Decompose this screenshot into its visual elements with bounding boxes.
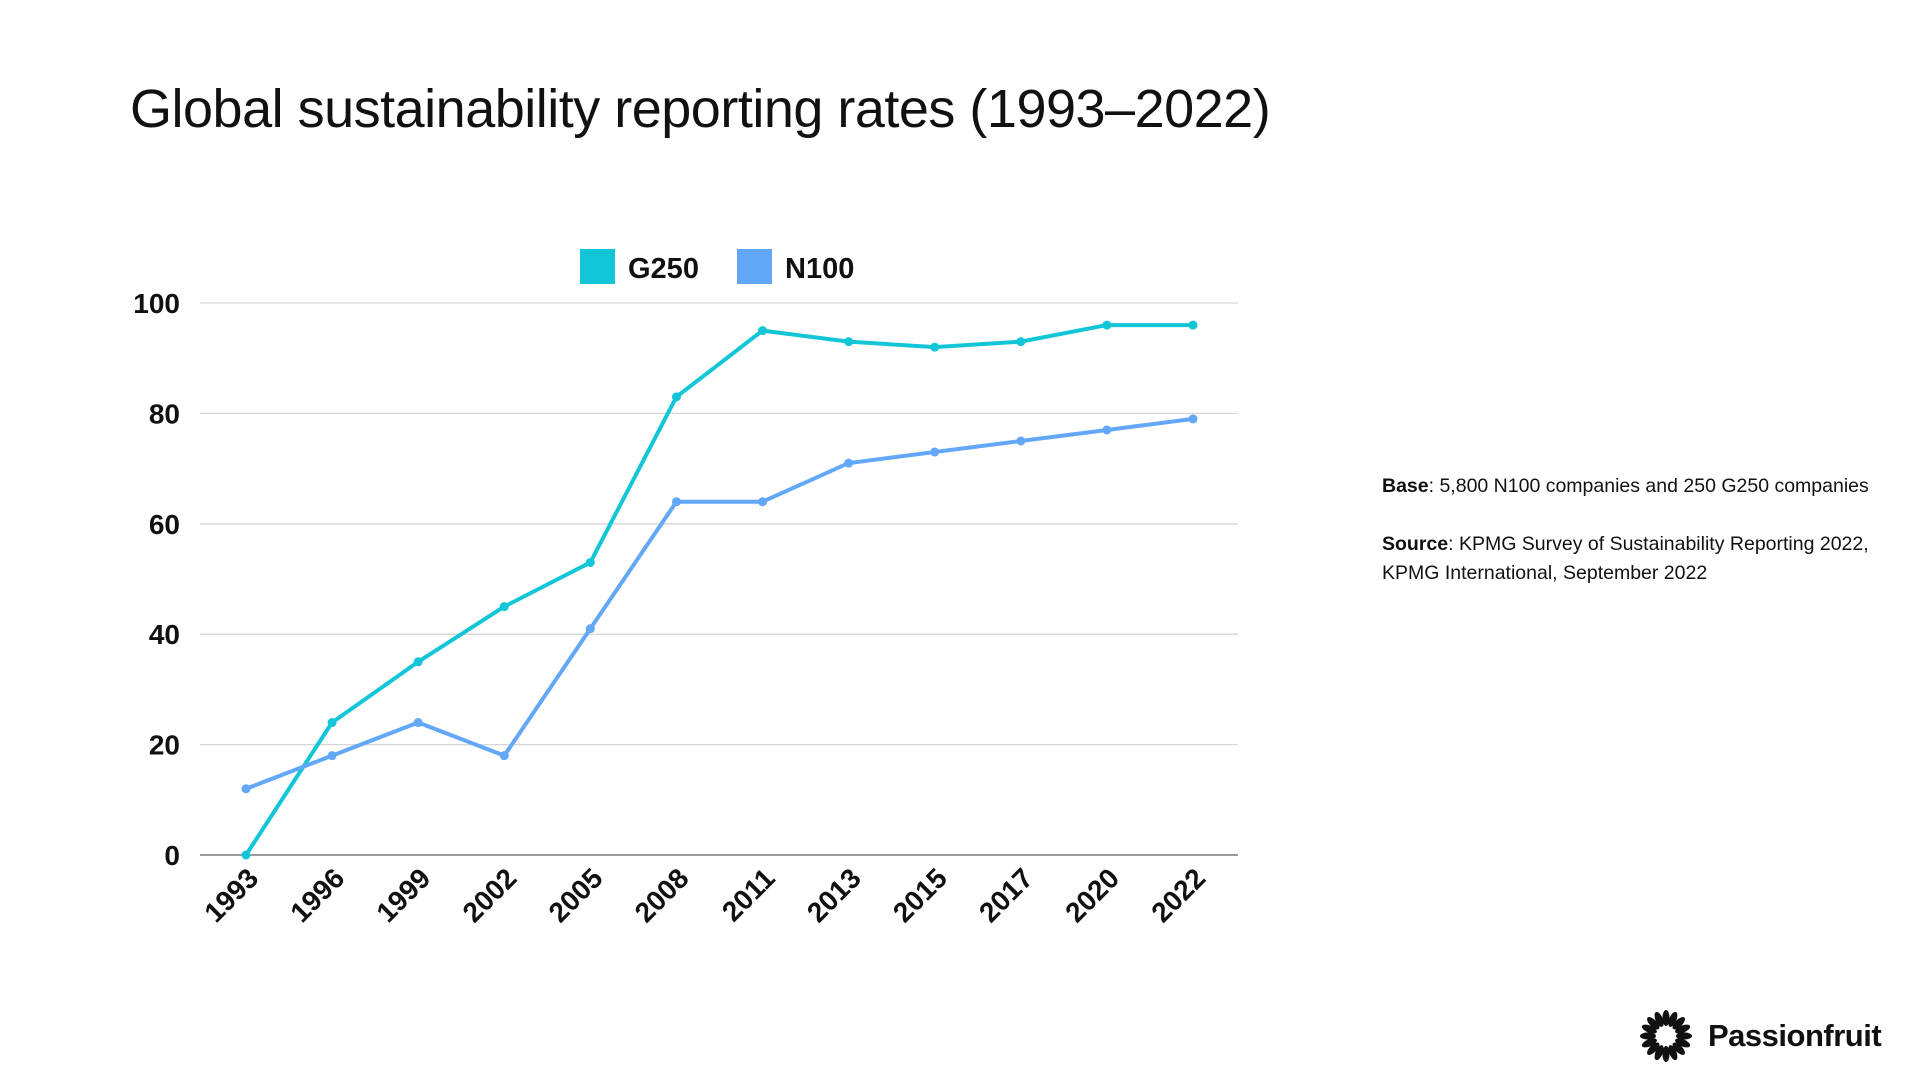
logo-petal <box>1662 1046 1670 1062</box>
legend-swatch-g250 <box>580 249 615 284</box>
brand-name: Passionfruit <box>1708 1018 1882 1053</box>
data-point-n100 <box>585 624 595 634</box>
series-line-g250 <box>244 323 1195 857</box>
data-point-g250 <box>241 850 251 860</box>
logo-petal <box>1672 1042 1685 1055</box>
data-point-g250 <box>671 392 681 402</box>
logo-petal <box>1668 1045 1678 1061</box>
data-point-g250 <box>327 718 337 728</box>
data-point-g250 <box>499 602 509 612</box>
base-text: : 5,800 N100 companies and 250 G250 comp… <box>1428 475 1869 497</box>
legend-label-g250: G250 <box>628 253 699 285</box>
legend-label-n100: N100 <box>785 253 854 285</box>
base-note: Base: 5,800 N100 companies and 250 G250 … <box>1382 472 1882 501</box>
series-lines <box>241 320 1198 860</box>
brand-logo: Passionfruit <box>1638 1008 1882 1064</box>
logo-petal <box>1676 1032 1692 1040</box>
data-point-n100 <box>499 751 509 761</box>
source-text: : KPMG Survey of Sustainability Reportin… <box>1382 533 1869 584</box>
axes: 0 20 40 60 80 100 1993 1996 1999 2002 2005 2008 2011… <box>133 288 1211 928</box>
data-point-n100 <box>327 751 337 761</box>
data-point-g250 <box>413 657 423 667</box>
data-point-n100 <box>671 497 681 507</box>
x-tick-label: 1993 <box>198 862 264 928</box>
source-label: Source <box>1382 533 1449 555</box>
legend-swatch-n100 <box>737 249 772 284</box>
x-tick-label: 2015 <box>887 862 953 928</box>
chart-notes: Base: 5,800 N100 companies and 250 G250 … <box>1382 472 1882 617</box>
data-point-g250 <box>758 326 768 336</box>
data-point-n100 <box>844 458 854 468</box>
data-point-n100 <box>241 784 251 794</box>
x-tick-label: 2008 <box>629 862 695 928</box>
data-point-n100 <box>758 497 768 507</box>
logo-petal <box>1675 1024 1691 1034</box>
x-tick-label: 2011 <box>716 862 781 927</box>
x-tick-label: 2013 <box>801 862 867 928</box>
data-point-g250 <box>930 342 940 352</box>
x-tick-label: 2002 <box>457 862 523 928</box>
data-point-n100 <box>1188 414 1198 424</box>
logo-petal <box>1641 1038 1657 1048</box>
y-tick-label: 100 <box>133 288 180 319</box>
data-point-g250 <box>1102 320 1112 330</box>
x-tick-label: 2022 <box>1145 862 1211 928</box>
logo-petal <box>1640 1032 1656 1040</box>
y-tick-label: 60 <box>149 509 180 540</box>
logo-petal <box>1654 1011 1664 1027</box>
y-tick-label: 40 <box>149 619 180 650</box>
y-tick-label: 80 <box>149 398 180 429</box>
data-point-g250 <box>585 557 595 567</box>
logo-petal <box>1672 1017 1685 1030</box>
data-point-g250 <box>1188 320 1198 330</box>
logo-petal <box>1647 1042 1660 1055</box>
data-point-g250 <box>1016 337 1026 347</box>
logo-petal <box>1647 1017 1660 1030</box>
legend: G250 N100 <box>580 249 854 285</box>
x-tick-label: 1996 <box>284 862 350 928</box>
data-point-g250 <box>844 337 854 347</box>
x-tick-label: 2020 <box>1059 862 1125 928</box>
x-tick-label: 2005 <box>543 862 609 928</box>
gridlines <box>200 302 1238 856</box>
logo-petal <box>1668 1011 1678 1027</box>
x-tick-label: 2017 <box>973 862 1039 928</box>
series-line-n100 <box>244 416 1195 791</box>
logo-petal <box>1662 1010 1670 1026</box>
x-tick-label: 1999 <box>370 862 436 928</box>
logo-petal <box>1675 1038 1691 1048</box>
data-point-n100 <box>1102 425 1112 435</box>
base-label: Base <box>1382 475 1429 497</box>
logo-petal <box>1641 1024 1657 1034</box>
data-point-n100 <box>1016 436 1026 446</box>
logo-petal <box>1654 1045 1664 1061</box>
source-note: Source: KPMG Survey of Sustainability Re… <box>1382 530 1882 588</box>
data-point-n100 <box>413 718 423 728</box>
page-title: Global sustainability reporting rates (1… <box>130 79 1271 139</box>
y-tick-label: 20 <box>149 730 180 761</box>
passionfruit-logo-icon <box>1640 1010 1692 1062</box>
data-point-n100 <box>930 447 940 457</box>
y-tick-label: 0 <box>164 840 180 871</box>
